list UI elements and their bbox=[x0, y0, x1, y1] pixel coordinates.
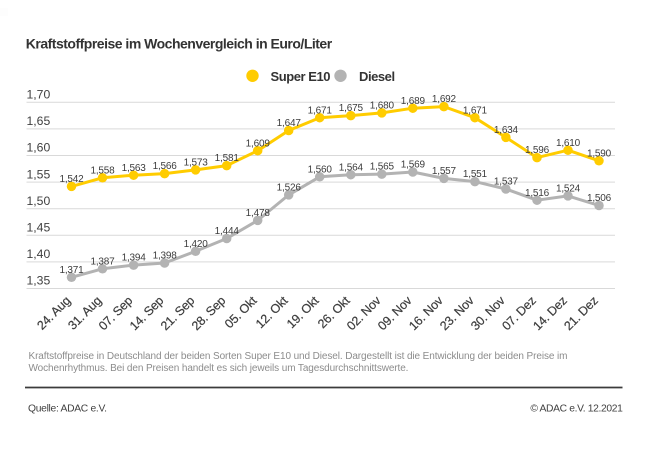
svg-text:1,542: 1,542 bbox=[59, 174, 84, 185]
svg-text:1,371: 1,371 bbox=[59, 265, 84, 276]
svg-text:1,55: 1,55 bbox=[27, 167, 51, 181]
svg-text:1,524: 1,524 bbox=[556, 184, 581, 195]
svg-text:1,634: 1,634 bbox=[494, 125, 519, 136]
svg-text:1,506: 1,506 bbox=[587, 193, 612, 204]
svg-text:1,420: 1,420 bbox=[184, 239, 209, 250]
svg-text:1,40: 1,40 bbox=[27, 247, 51, 261]
svg-text:1,387: 1,387 bbox=[90, 256, 115, 267]
svg-text:1,45: 1,45 bbox=[27, 221, 51, 235]
svg-text:1,394: 1,394 bbox=[122, 253, 147, 264]
svg-text:Kraftstoffpreise in Deutschlan: Kraftstoffpreise in Deutschland der beid… bbox=[29, 351, 568, 362]
svg-text:1,537: 1,537 bbox=[494, 177, 519, 188]
svg-text:1,671: 1,671 bbox=[308, 105, 333, 116]
svg-text:1,65: 1,65 bbox=[27, 114, 51, 128]
svg-text:1,558: 1,558 bbox=[90, 165, 115, 176]
svg-text:Wochenrhythmus. Bei den Preise: Wochenrhythmus. Bei den Preisen handelt … bbox=[29, 363, 409, 374]
svg-text:Quelle: ADAC e.V.: Quelle: ADAC e.V. bbox=[28, 404, 107, 415]
svg-text:1,560: 1,560 bbox=[308, 164, 333, 175]
svg-text:1,581: 1,581 bbox=[215, 153, 240, 164]
svg-text:1,610: 1,610 bbox=[556, 138, 581, 149]
svg-text:1,557: 1,557 bbox=[432, 166, 457, 177]
svg-text:1,609: 1,609 bbox=[246, 138, 271, 149]
svg-text:1,444: 1,444 bbox=[215, 226, 240, 237]
svg-text:1,566: 1,566 bbox=[153, 161, 178, 172]
svg-text:1,35: 1,35 bbox=[27, 274, 51, 288]
svg-text:1,692: 1,692 bbox=[432, 94, 457, 105]
svg-text:1,689: 1,689 bbox=[401, 96, 426, 107]
svg-text:1,565: 1,565 bbox=[370, 162, 395, 173]
svg-text:1,671: 1,671 bbox=[463, 105, 488, 116]
svg-text:© ADAC e.V. 12.2021: © ADAC e.V. 12.2021 bbox=[530, 404, 623, 415]
svg-text:1,526: 1,526 bbox=[277, 183, 302, 194]
svg-text:1,675: 1,675 bbox=[339, 103, 364, 114]
svg-text:Kraftstoffpreise im Wochenverg: Kraftstoffpreise im Wochenvergleich in E… bbox=[26, 36, 333, 52]
svg-text:1,573: 1,573 bbox=[184, 158, 209, 169]
svg-text:1,478: 1,478 bbox=[246, 208, 271, 219]
svg-text:1,60: 1,60 bbox=[27, 141, 51, 155]
svg-text:1,50: 1,50 bbox=[27, 194, 51, 208]
svg-text:1,680: 1,680 bbox=[370, 101, 395, 112]
svg-text:Super E10: Super E10 bbox=[271, 69, 331, 84]
svg-text:1,516: 1,516 bbox=[525, 188, 550, 199]
svg-text:1,398: 1,398 bbox=[153, 251, 178, 262]
svg-text:1,563: 1,563 bbox=[122, 163, 147, 174]
svg-text:1,596: 1,596 bbox=[525, 145, 550, 156]
svg-text:1,564: 1,564 bbox=[339, 162, 364, 173]
svg-text:1,590: 1,590 bbox=[587, 148, 612, 159]
svg-text:1,551: 1,551 bbox=[463, 169, 488, 180]
svg-text:1,569: 1,569 bbox=[401, 160, 426, 171]
svg-text:1,70: 1,70 bbox=[27, 88, 51, 102]
svg-text:1,647: 1,647 bbox=[277, 118, 302, 129]
svg-text:Diesel: Diesel bbox=[359, 69, 395, 84]
